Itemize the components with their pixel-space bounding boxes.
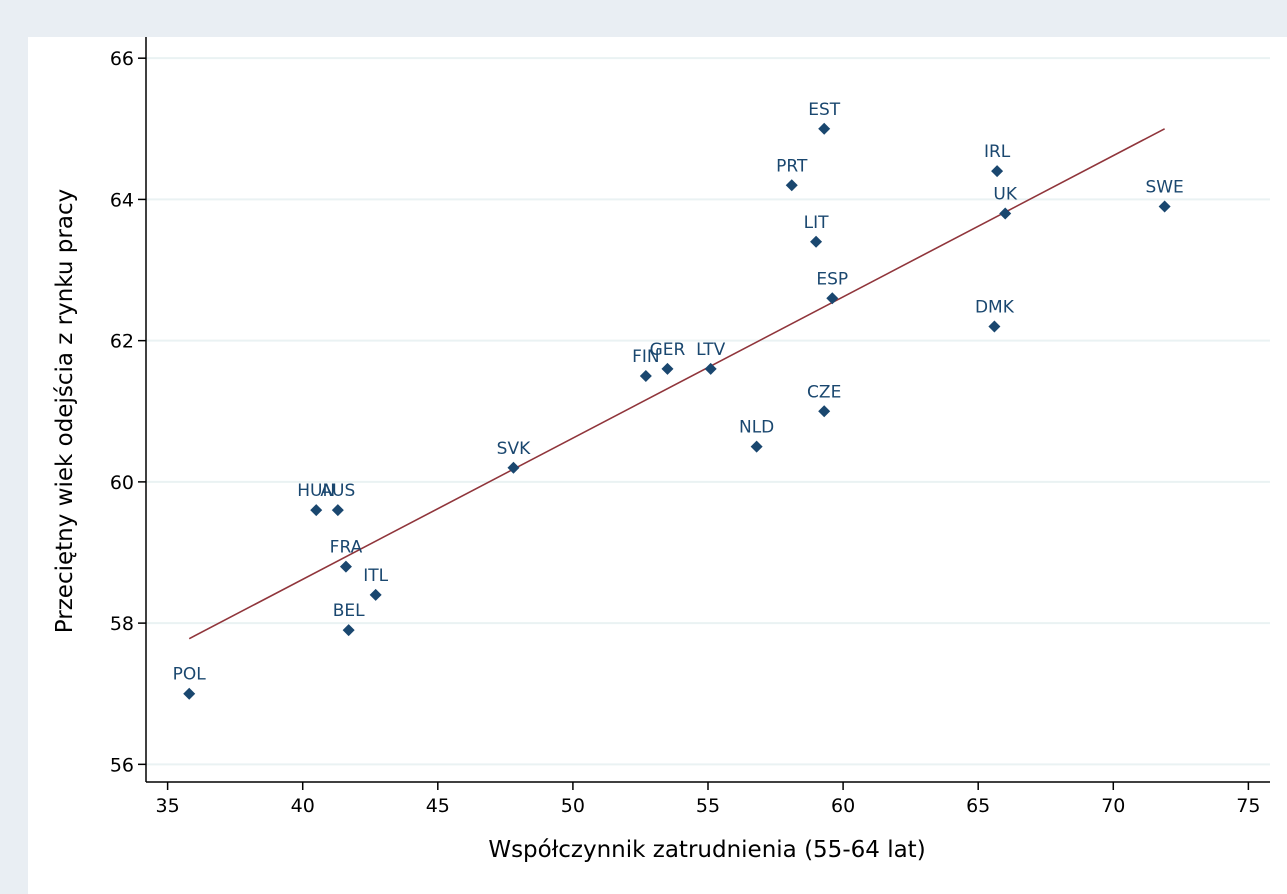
- data-point: [639, 369, 652, 382]
- data-point-label: POL: [173, 665, 207, 685]
- data-point-label: SVK: [497, 439, 531, 459]
- data-point-label: AUS: [320, 481, 355, 501]
- y-axis-title: Przeciętny wiek odejścia z rynku pracy: [52, 189, 78, 633]
- x-tick-label: 60: [831, 795, 855, 817]
- axes: 56 58 60 62 64 66 35 40 45 50 55 60 65 70 75: [110, 37, 1270, 817]
- data-point: [369, 588, 382, 601]
- data-point: [810, 235, 823, 248]
- data-point: [310, 504, 323, 517]
- data-point-label: BEL: [333, 601, 365, 621]
- data-point: [750, 440, 763, 453]
- data-point-label: CZE: [807, 382, 841, 402]
- data-point: [988, 320, 1001, 333]
- x-tick-label: 55: [696, 795, 720, 817]
- data-point: [818, 405, 831, 418]
- y-tick-label: 62: [110, 331, 134, 353]
- data-point: [991, 165, 1004, 178]
- data-point-label: UK: [993, 185, 1017, 205]
- x-tick-label: 50: [561, 795, 585, 817]
- data-point: [183, 687, 196, 700]
- data-point: [826, 292, 839, 305]
- x-tick-label: 70: [1101, 795, 1125, 817]
- data-point-label: DMK: [975, 298, 1015, 318]
- data-point: [818, 122, 831, 135]
- data-point-label: ESP: [816, 269, 848, 289]
- y-tick-label: 66: [110, 48, 134, 70]
- data-point-label: FRA: [330, 538, 363, 558]
- x-tick-label: 75: [1236, 795, 1260, 817]
- x-tick-label: 35: [156, 795, 180, 817]
- data-point: [999, 207, 1012, 220]
- data-point-label: EST: [808, 100, 841, 120]
- data-point-label: ITL: [363, 566, 388, 586]
- x-tick-label: 45: [426, 795, 450, 817]
- y-tick-label: 56: [110, 754, 134, 776]
- data-point-label: FIN: [632, 347, 660, 367]
- gridlines: [146, 57, 1270, 766]
- data-point: [785, 179, 798, 192]
- data-point: [704, 362, 717, 375]
- data-point-label: GER: [650, 340, 686, 360]
- x-tick-label: 65: [966, 795, 990, 817]
- y-tick-label: 64: [110, 189, 134, 211]
- data-point: [1158, 200, 1171, 213]
- x-tick-label: 40: [291, 795, 315, 817]
- y-tick-label: 58: [110, 613, 134, 635]
- data-point-label: LTV: [696, 340, 726, 360]
- data-point-label: PRT: [776, 156, 808, 176]
- data-point: [339, 560, 352, 573]
- data-point-label: IRL: [984, 142, 1011, 162]
- data-point: [507, 461, 520, 474]
- x-axis-title: Współczynnik zatrudnienia (55-64 lat): [488, 837, 925, 863]
- data-point-label: SWE: [1145, 177, 1183, 197]
- plot-background: [28, 37, 1287, 894]
- data-point-label: HUN: [297, 481, 335, 501]
- y-tick-label: 60: [110, 472, 134, 494]
- data-point-label: LIT: [804, 213, 829, 233]
- data-point: [342, 624, 355, 637]
- data-point: [331, 504, 344, 517]
- data-point: [661, 362, 674, 375]
- data-point-label: NLD: [739, 418, 774, 438]
